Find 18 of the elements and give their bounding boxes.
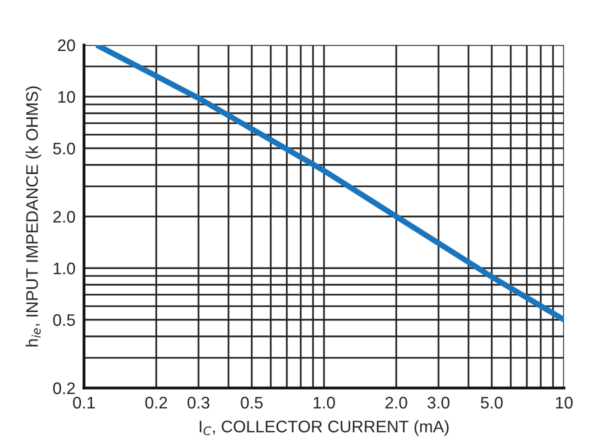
x-tick-label: 10 [556, 396, 573, 409]
y-tick-label: 2.0 [53, 210, 76, 223]
y-tick-label: 1.0 [54, 262, 76, 274]
y-tick-label: 5.0 [53, 142, 76, 154]
y-tick-label: 20 [58, 39, 76, 52]
x-tick-label: 5.0 [480, 396, 503, 409]
x-tick-label: 2.0 [386, 396, 408, 409]
x-tick-label: 0.2 [145, 396, 167, 409]
x-tick-label: 0.5 [240, 396, 263, 409]
x-tick-label: 1.0 [314, 396, 335, 409]
x-axis-title: I$_{C}$, COLLECTOR CURRENT (mA) [200, 420, 449, 436]
x-tick-label: 3.0 [428, 396, 450, 409]
y-tick-label: 10 [58, 91, 76, 103]
y-axis-title: h$_{ie}$, INPUT IMPEDANCE (k OHMS) [26, 86, 42, 346]
x-tick-label: 0.1 [73, 396, 95, 409]
y-tick-label: 0.5 [53, 314, 75, 326]
x-tick-label: 0.3 [188, 396, 210, 409]
y-tick-label: 0.2 [53, 382, 75, 394]
